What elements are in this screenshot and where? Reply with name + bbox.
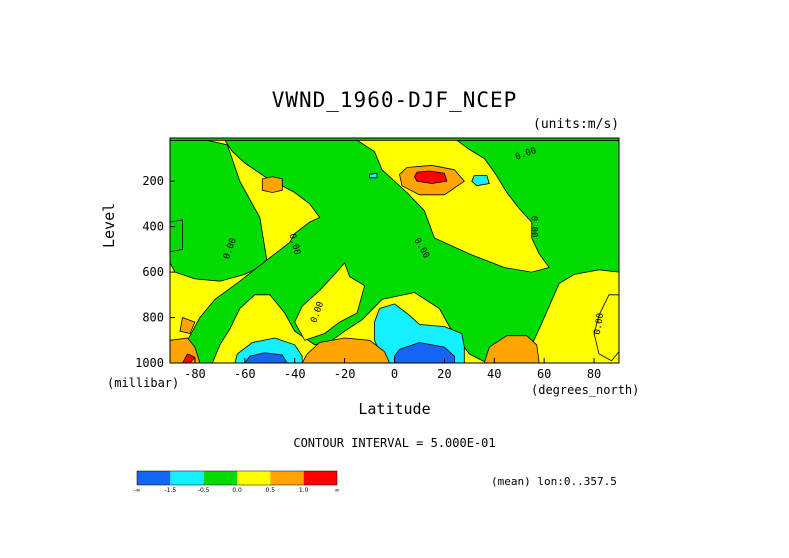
y-tick-label: 1000 [135, 356, 164, 370]
y-tick-label: 800 [142, 311, 164, 325]
x-tick-label: 80 [587, 367, 601, 381]
contour-region-4 [593, 294, 619, 362]
colorbar-label: ∞ [335, 487, 340, 494]
chart-title: VWND_1960-DJF_NCEP [271, 88, 518, 112]
contour-region-8 [414, 170, 448, 184]
y-tick-label: 200 [142, 174, 164, 188]
x-tick-label: 0 [391, 367, 398, 381]
x-tick-label: -60 [234, 367, 256, 381]
x-axis-unit-label: (degrees_north) [531, 383, 640, 397]
contour-region-16 [301, 337, 390, 363]
colorbar-label: 1.0 [299, 487, 309, 494]
x-tick-label: 40 [487, 367, 501, 381]
colorbar-swatch [237, 471, 271, 485]
contour-region-20 [179, 316, 196, 334]
contour-fill-layer [170, 138, 619, 363]
colorbar: -∞ -1.5 -0.5 0.0 0.5 1.0 ∞ [133, 470, 340, 494]
contour-region-15 [244, 352, 288, 363]
contour-interval-text: CONTOUR INTERVAL = 5.000E-01 [293, 436, 496, 450]
contour-region-19 [182, 353, 196, 363]
contour-label: 0.00 [593, 312, 607, 335]
y-tick-label: 400 [142, 220, 164, 234]
colorbar-swatch [203, 471, 237, 485]
colorbar-label: 0.0 [232, 487, 242, 494]
x-axis-label: Latitude [358, 400, 431, 418]
contour-region-9 [471, 175, 490, 187]
colorbar-swatch [270, 471, 304, 485]
units-label: (units:m/s) [533, 117, 620, 132]
footer-mean-lon-text: (mean) lon:0..357.5 [491, 475, 617, 488]
colorbar-swatch [303, 471, 337, 485]
x-tick-label: -40 [284, 367, 306, 381]
colorbar-label: -1.5 [164, 487, 176, 494]
contour-region-21 [170, 138, 619, 141]
x-tick-label: 20 [437, 367, 451, 381]
colorbar-label: -∞ [133, 487, 140, 494]
colorbar-label: 0.5 [266, 487, 276, 494]
contour-region-3 [294, 262, 366, 341]
contour-label: 0.00 [529, 216, 539, 238]
y-tick-label: 600 [142, 265, 164, 279]
contour-region-13 [394, 342, 455, 363]
x-tick-label: 60 [537, 367, 551, 381]
contour-region-6 [261, 176, 283, 193]
contour-region-17 [483, 335, 540, 363]
x-tick-label: -20 [334, 367, 356, 381]
contour-region-2 [187, 139, 619, 363]
colorbar-frame [136, 470, 338, 486]
contour-region-11 [170, 219, 183, 253]
colorbar-swatch [170, 471, 204, 485]
plot-axes: -80 -60 -40 -20 0 20 40 60 80 200 400 600 800 1000 [135, 137, 620, 381]
x-tick-label: -80 [184, 367, 206, 381]
contour-region-10 [369, 172, 378, 179]
y-axis-unit-label: (millibar) [107, 376, 180, 390]
colorbar-swatch [137, 471, 171, 485]
colorbar-label: -0.5 [198, 487, 210, 494]
